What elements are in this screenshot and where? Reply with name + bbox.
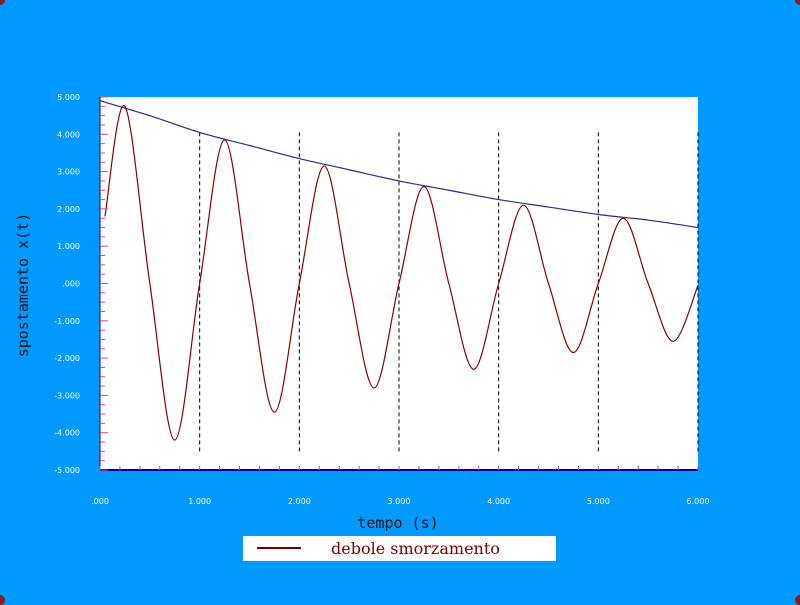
- corner-dot-bottom-left: [0, 595, 5, 605]
- axes-layer: [99, 96, 699, 471]
- series-line-debole-smorzamento: [104, 105, 699, 441]
- y-tick-label: 4.000: [57, 130, 80, 139]
- x-tick-labels: .000 1.000 2.000 3.000 4.000 5.000 6.000: [91, 497, 709, 506]
- x-tick-label: 1.000: [188, 497, 211, 506]
- corner-dot-top-right: [795, 0, 800, 5]
- legend-swatch-debole-smorzamento: [257, 547, 301, 549]
- corner-dot-bottom-right: [795, 595, 800, 605]
- y-tick-label: 1.000: [57, 242, 80, 251]
- y-tick-label: -5.000: [54, 466, 80, 475]
- y-tick-label: -4.000: [54, 429, 80, 438]
- y-axis-title: spostamento x(t): [14, 213, 32, 358]
- y-tick-label: -1.000: [54, 317, 80, 326]
- x-tick-label: .000: [91, 497, 109, 506]
- x-axis-title: tempo (s): [357, 514, 438, 532]
- x-tick-label: 3.000: [388, 497, 411, 506]
- series-layer: [99, 100, 699, 441]
- corner-dot-top-left: [0, 0, 5, 5]
- legend-label-debole-smorzamento: debole smorzamento: [331, 539, 500, 558]
- y-tick-label: -3.000: [54, 391, 80, 400]
- x-tick-label: 6.000: [687, 497, 710, 506]
- y-tick-label: -2.000: [54, 354, 80, 363]
- series-line-envelope: [99, 100, 699, 229]
- y-tick-label: .000: [62, 280, 80, 289]
- y-tick-label: 5.000: [57, 93, 80, 102]
- x-tick-label: 5.000: [587, 497, 610, 506]
- y-tick-labels: 5.000 4.000 3.000 2.000 1.000 .000 -1.000 -2.00…: [54, 93, 80, 475]
- y-tick-label: 2.000: [57, 205, 80, 214]
- x-tick-label: 2.000: [288, 497, 311, 506]
- y-tick-label: 3.000: [57, 168, 80, 177]
- legend: debole smorzamento: [243, 536, 556, 561]
- x-tick-label: 4.000: [487, 497, 510, 506]
